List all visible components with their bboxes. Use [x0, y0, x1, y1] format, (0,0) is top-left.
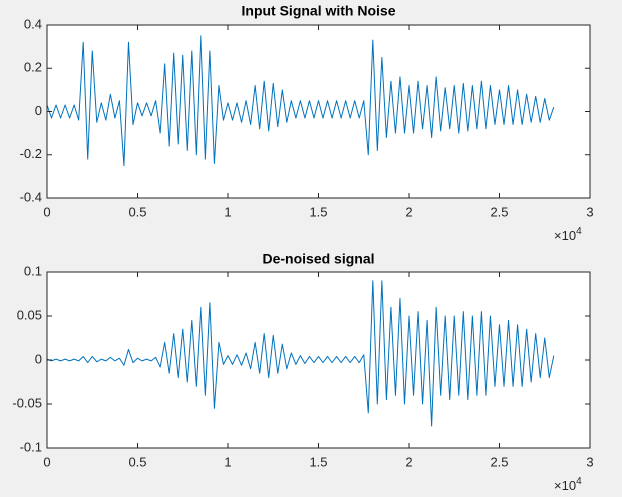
y-tick-label: -0.05	[12, 395, 42, 410]
x-tick-label: 0	[43, 454, 50, 469]
plot-area	[47, 25, 590, 198]
y-tick-label: -0.4	[20, 189, 42, 204]
exponent-power: 4	[576, 476, 582, 487]
y-tick-label: 0.2	[24, 60, 42, 75]
x-exponent-label: ×104	[554, 476, 582, 494]
x-tick-label: 2	[405, 204, 412, 219]
exponent-power: 4	[576, 226, 582, 237]
x-tick-label: 3	[586, 454, 593, 469]
x-tick-label: 1	[224, 454, 231, 469]
x-exponent-label: ×104	[554, 226, 582, 244]
y-tick-label: 0.4	[24, 16, 42, 31]
y-tick-label: 0.05	[17, 307, 42, 322]
exponent-base: ×10	[554, 478, 576, 493]
x-tick-label: 1.5	[309, 454, 327, 469]
signal-line	[46, 35, 555, 167]
x-tick-label: 2.5	[490, 454, 508, 469]
x-tick-label: 1.5	[309, 204, 327, 219]
y-tick-label: -0.2	[20, 146, 42, 161]
x-tick-label: 0.5	[128, 454, 146, 469]
signal-line	[46, 280, 555, 427]
x-tick-label: 2.5	[490, 204, 508, 219]
x-tick-label: 0	[43, 204, 50, 219]
chart-title: Input Signal with Noise	[242, 3, 396, 19]
y-tick-label: 0	[35, 351, 42, 366]
x-tick-label: 2	[405, 454, 412, 469]
exponent-base: ×10	[554, 228, 576, 243]
y-tick-label: -0.1	[20, 439, 42, 454]
y-tick-label: 0	[35, 103, 42, 118]
x-tick-label: 0.5	[128, 204, 146, 219]
plot-area	[47, 272, 590, 448]
y-tick-label: 0.1	[24, 263, 42, 278]
x-tick-label: 3	[586, 204, 593, 219]
chart-title: De-noised signal	[262, 251, 374, 267]
x-tick-label: 1	[224, 204, 231, 219]
